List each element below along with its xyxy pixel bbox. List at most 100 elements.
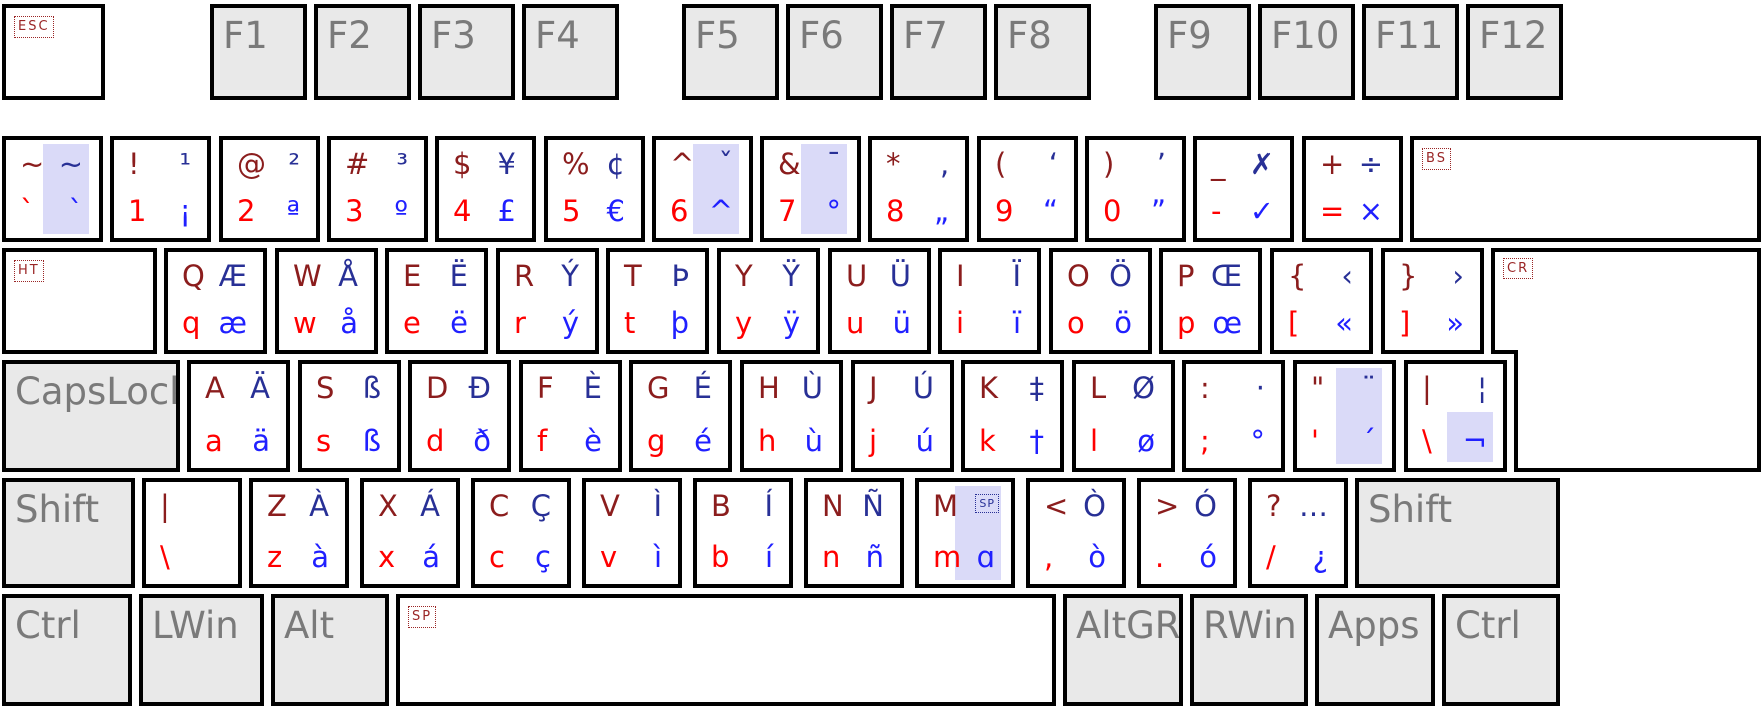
key-9-tl-char: ( (995, 147, 1007, 181)
key-ctrl-left[interactable]: Ctrl (2, 594, 132, 706)
key-p-tl-char: P (1177, 259, 1195, 293)
key-4-tl-char: $ (453, 147, 472, 181)
key-slash[interactable]: ? … / ¿ (1248, 478, 1348, 588)
key-f11[interactable]: F11 (1362, 4, 1459, 100)
key-enter-label: CR (1503, 258, 1534, 279)
key-k[interactable]: K ‡ k † (961, 360, 1064, 472)
key-f1[interactable]: F1 (210, 4, 307, 100)
key-enter[interactable]: CR (1491, 248, 1761, 472)
key-f8[interactable]: F8 (994, 4, 1091, 100)
key-iso-backslash[interactable]: | \ (142, 478, 242, 588)
key-h-br-char: ù (804, 424, 823, 458)
key-apostrophe-tl-char: " (1311, 371, 1325, 405)
key-v-tr-char: Ì (653, 489, 662, 523)
key-backspace[interactable]: BS (1410, 136, 1761, 242)
key-equals[interactable]: + ÷ = × (1302, 136, 1403, 242)
key-6[interactable]: ^ ˇ 6 ^ (652, 136, 753, 242)
key-lwin[interactable]: LWin (139, 594, 264, 706)
key-apps[interactable]: Apps (1315, 594, 1435, 706)
key-1[interactable]: ! ¹ 1 ¡ (110, 136, 211, 242)
key-bracket-left[interactable]: {‹ [« (1270, 248, 1373, 354)
key-f6[interactable]: F6 (786, 4, 883, 100)
key-f5[interactable]: F5 (682, 4, 779, 100)
key-space[interactable]: SP (396, 594, 1056, 706)
key-5[interactable]: % ¢ 5 € (544, 136, 645, 242)
key-f3[interactable]: F3 (418, 4, 515, 100)
key-7-br-char: ° (826, 194, 842, 228)
key-minus[interactable]: _ ✗ - ✓ (1193, 136, 1294, 242)
key-f7-label: F7 (903, 14, 948, 57)
key-semicolon[interactable]: : ·; ° (1182, 360, 1285, 472)
key-3[interactable]: # ³ 3 º (327, 136, 428, 242)
key-shift-right[interactable]: Shift (1355, 478, 1560, 588)
key-f4[interactable]: F4 (522, 4, 619, 100)
key-alt[interactable]: Alt (271, 594, 389, 706)
key-f7[interactable]: F7 (890, 4, 987, 100)
key-0-tr-char: ’ (1156, 147, 1166, 181)
key-0[interactable]: ) ’ 0 ” (1085, 136, 1186, 242)
key-tab[interactable]: HT (2, 248, 157, 354)
key-f9[interactable]: F9 (1154, 4, 1251, 100)
key-f2-label: F2 (327, 14, 372, 57)
key-equals-tr-char: ÷ (1358, 147, 1383, 181)
key-bracket-right[interactable]: } ›] » (1381, 248, 1484, 354)
key-f12[interactable]: F12 (1466, 4, 1563, 100)
key-bracket-right-tl-char: } (1399, 259, 1418, 293)
key-2[interactable]: @ ² 2 ª (219, 136, 320, 242)
key-4[interactable]: $ ¥4 £ (435, 136, 536, 242)
key-comma-bl-char: , (1044, 540, 1054, 574)
key-ctrl-right[interactable]: Ctrl (1442, 594, 1560, 706)
key-9[interactable]: (‘ 9 “ (977, 136, 1078, 242)
key-comma-br-char: ò (1088, 540, 1106, 574)
key-d-tr-char: Ð (468, 371, 491, 405)
key-period[interactable]: > Ó. ó (1137, 478, 1237, 588)
key-2-tr-char: ² (288, 147, 300, 181)
key-apostrophe-br-char: ´ (1361, 424, 1377, 458)
key-capslock[interactable]: CapsLock (2, 360, 180, 472)
key-esc[interactable]: ESC (2, 4, 105, 100)
key-shift-left[interactable]: Shift (2, 478, 135, 588)
key-f10[interactable]: F10 (1258, 4, 1355, 100)
key-8-br-char: „ (933, 194, 949, 228)
key-backslash[interactable]: | ¦ \ ¬ (1404, 360, 1507, 472)
key-comma[interactable]: < Ò, ò (1026, 478, 1126, 588)
key-grave[interactable]: ~ ~ ` ` (2, 136, 103, 242)
key-e-tr-char: Ë (449, 259, 468, 293)
key-8[interactable]: * ‚ 8 „ (868, 136, 969, 242)
key-w-tl-char: W (293, 259, 322, 293)
key-5-tr-char: ¢ (606, 147, 625, 181)
key-apostrophe[interactable]: " ¨ ' ´ (1293, 360, 1396, 472)
key-backslash-br-char: ¬ (1462, 424, 1487, 458)
key-rwin[interactable]: RWin (1190, 594, 1308, 706)
key-altgr[interactable]: AltGR (1063, 594, 1183, 706)
key-4-bl-char: 4 (453, 194, 472, 228)
key-y-tr-char: Ÿ (782, 259, 800, 293)
key-f2[interactable]: F2 (314, 4, 411, 100)
key-m[interactable]: M SP m ɑ (915, 478, 1015, 588)
key-7[interactable]: & ¯ 7 ° (760, 136, 861, 242)
